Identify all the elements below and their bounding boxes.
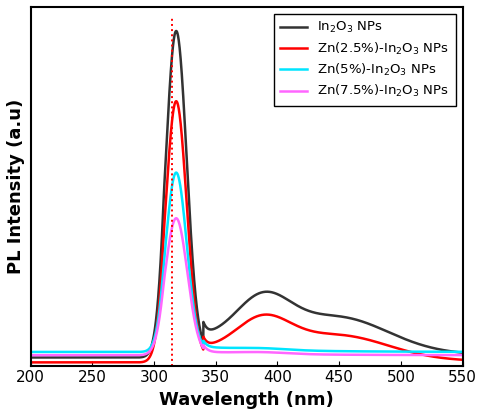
- Zn(2.5%)-In$_2$O$_3$ NPs: [194, 317, 199, 322]
- Line: Zn(2.5%)-In$_2$O$_3$ NPs: Zn(2.5%)-In$_2$O$_3$ NPs: [30, 101, 463, 362]
- Zn(7.5%)-In$_2$O$_3$ NPs: [460, 353, 466, 358]
- Zn(2.5%)-In$_2$O$_3$ NPs: [452, 357, 457, 362]
- Zn(2.5%)-In$_2$O$_3$ NPs: [173, 99, 179, 104]
- Zn(7.5%)-In$_2$O$_3$ NPs: [173, 216, 179, 221]
- In$_2$O$_3$ NPs: [28, 355, 33, 360]
- Zn(5%)-In$_2$O$_3$ NPs: [173, 170, 179, 175]
- In$_2$O$_3$ NPs: [103, 355, 108, 360]
- Zn(5%)-In$_2$O$_3$ NPs: [103, 349, 108, 354]
- In$_2$O$_3$ NPs: [173, 29, 179, 34]
- Zn(7.5%)-In$_2$O$_3$ NPs: [452, 353, 457, 358]
- Legend: In$_2$O$_3$ NPs, Zn(2.5%)-In$_2$O$_3$ NPs, Zn(5%)-In$_2$O$_3$ NPs, Zn(7.5%)-In$_: In$_2$O$_3$ NPs, Zn(2.5%)-In$_2$O$_3$ NP…: [274, 14, 456, 106]
- In$_2$O$_3$ NPs: [212, 326, 218, 331]
- Zn(7.5%)-In$_2$O$_3$ NPs: [212, 349, 218, 354]
- In$_2$O$_3$ NPs: [460, 350, 466, 355]
- In$_2$O$_3$ NPs: [77, 355, 83, 360]
- Zn(5%)-In$_2$O$_3$ NPs: [194, 321, 199, 326]
- Zn(7.5%)-In$_2$O$_3$ NPs: [103, 353, 108, 358]
- Zn(2.5%)-In$_2$O$_3$ NPs: [405, 349, 410, 354]
- Zn(5%)-In$_2$O$_3$ NPs: [405, 349, 410, 354]
- Line: Zn(5%)-In$_2$O$_3$ NPs: Zn(5%)-In$_2$O$_3$ NPs: [30, 173, 463, 352]
- Zn(2.5%)-In$_2$O$_3$ NPs: [460, 357, 466, 362]
- In$_2$O$_3$ NPs: [405, 338, 410, 343]
- Zn(2.5%)-In$_2$O$_3$ NPs: [212, 340, 218, 345]
- Zn(7.5%)-In$_2$O$_3$ NPs: [194, 326, 199, 331]
- Zn(2.5%)-In$_2$O$_3$ NPs: [28, 360, 33, 365]
- In$_2$O$_3$ NPs: [194, 301, 199, 306]
- X-axis label: Wavelength (nm): Wavelength (nm): [159, 391, 334, 409]
- Y-axis label: PL Intensity (a.u): PL Intensity (a.u): [7, 99, 25, 274]
- Line: In$_2$O$_3$ NPs: In$_2$O$_3$ NPs: [30, 31, 463, 357]
- Zn(5%)-In$_2$O$_3$ NPs: [452, 349, 457, 354]
- Zn(5%)-In$_2$O$_3$ NPs: [212, 345, 218, 350]
- Zn(5%)-In$_2$O$_3$ NPs: [460, 349, 466, 354]
- Zn(2.5%)-In$_2$O$_3$ NPs: [103, 360, 108, 365]
- Zn(5%)-In$_2$O$_3$ NPs: [77, 349, 83, 354]
- Line: Zn(7.5%)-In$_2$O$_3$ NPs: Zn(7.5%)-In$_2$O$_3$ NPs: [30, 218, 463, 355]
- Zn(2.5%)-In$_2$O$_3$ NPs: [77, 360, 83, 365]
- In$_2$O$_3$ NPs: [452, 349, 457, 354]
- Zn(7.5%)-In$_2$O$_3$ NPs: [405, 352, 410, 357]
- Zn(5%)-In$_2$O$_3$ NPs: [28, 349, 33, 354]
- Zn(7.5%)-In$_2$O$_3$ NPs: [28, 353, 33, 358]
- Zn(7.5%)-In$_2$O$_3$ NPs: [77, 353, 83, 358]
